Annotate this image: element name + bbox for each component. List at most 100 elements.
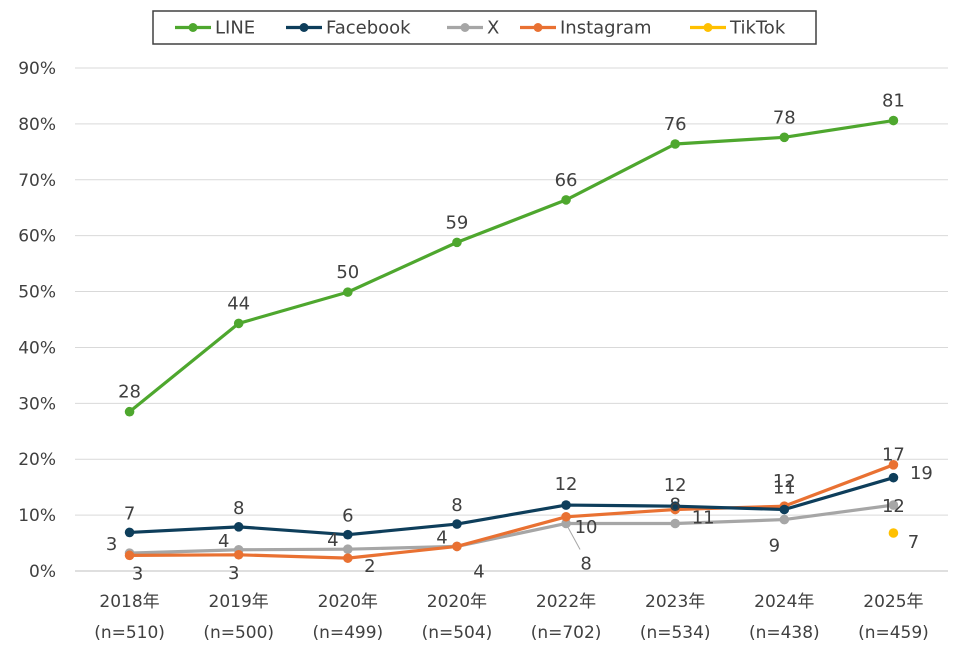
- y-tick-label: 70%: [18, 171, 56, 191]
- data-label-x: 4: [436, 527, 447, 548]
- data-point-x: [670, 518, 680, 529]
- data-label-facebook: 8: [451, 495, 462, 516]
- data-point-facebook: [343, 529, 353, 540]
- series-line-facebook: [129, 476, 894, 537]
- series-line-x: [129, 503, 894, 555]
- legend-label-x: X: [487, 18, 499, 39]
- y-tick-label: 10%: [18, 506, 56, 526]
- x-tick-label: 2022年: [536, 592, 596, 612]
- y-tick-label: 30%: [18, 394, 56, 414]
- data-label-facebook: 12: [664, 475, 687, 496]
- data-label-facebook: 17: [882, 445, 905, 466]
- legend-swatch-marker: [188, 23, 198, 32]
- legend-swatch-marker: [460, 23, 470, 32]
- x-tick-label: 2025年: [863, 592, 923, 612]
- legend-label-line: LINE: [215, 18, 255, 39]
- data-label-instagram: 11: [692, 508, 715, 529]
- data-label-instagram: 4: [473, 561, 484, 582]
- leader-line: [567, 527, 581, 550]
- data-point-facebook: [233, 522, 244, 532]
- x-tick-sublabel: (n=438): [749, 623, 820, 643]
- data-point-facebook: [888, 472, 899, 483]
- data-label-facebook: 12: [555, 474, 578, 495]
- legend-swatch-marker: [533, 23, 543, 32]
- y-tick-label: 20%: [18, 450, 56, 470]
- data-label-facebook: 8: [233, 498, 244, 519]
- data-label-line: 76: [664, 114, 687, 135]
- data-label-facebook: 7: [124, 503, 135, 524]
- y-tick-label: 0%: [29, 562, 56, 582]
- x-tick-label: 2018年: [99, 592, 159, 612]
- series-layer: [124, 115, 899, 563]
- data-label-x: 4: [327, 530, 338, 551]
- data-point-line: [452, 237, 462, 248]
- grid-layer: [75, 67, 948, 572]
- data-label-facebook: 6: [342, 506, 353, 527]
- data-point-facebook: [561, 500, 571, 510]
- data-point-instagram: [124, 550, 135, 561]
- y-tick-label: 40%: [18, 338, 56, 358]
- x-tick-sublabel: (n=499): [312, 623, 383, 643]
- data-label-line: 59: [445, 212, 468, 233]
- legend-swatch-marker: [299, 23, 309, 32]
- data-point-facebook: [670, 501, 680, 511]
- data-point-line: [670, 139, 680, 149]
- data-label-x: 3: [106, 534, 117, 555]
- data-label-facebook: 11: [773, 478, 796, 499]
- data-point-line: [233, 318, 244, 329]
- data-label-x: 8: [580, 553, 591, 574]
- data-point-line: [779, 132, 790, 143]
- legend: LINE Facebook X Instagram TikTok: [152, 10, 817, 45]
- data-label-x: 9: [769, 536, 780, 557]
- data-point-line: [124, 406, 135, 417]
- x-tick-sublabel: (n=459): [858, 623, 929, 643]
- data-label-x: 4: [218, 531, 229, 552]
- series-line-line: [128, 118, 894, 413]
- x-tick-sublabel: (n=504): [422, 623, 493, 643]
- data-point-line: [888, 115, 899, 126]
- data-label-line: 50: [336, 262, 359, 283]
- series-line-instagram: [129, 463, 895, 560]
- x-tick-label: 2020年: [427, 592, 487, 612]
- data-point-facebook: [452, 519, 462, 529]
- y-tick-label: 60%: [18, 227, 56, 247]
- legend-label-instagram: Instagram: [560, 18, 652, 39]
- data-point-facebook: [124, 527, 135, 538]
- data-point-line: [561, 195, 571, 205]
- x-tick-label: 2023年: [645, 592, 705, 612]
- legend-swatch-marker: [703, 23, 713, 32]
- data-point-instagram: [343, 553, 353, 563]
- data-point-facebook: [779, 504, 790, 515]
- data-point-instagram: [561, 511, 571, 522]
- data-label-instagram: 12: [773, 471, 796, 492]
- data-point-x: [561, 518, 571, 529]
- data-label-instagram: 2: [364, 556, 375, 577]
- data-label-instagram: 19: [910, 463, 933, 484]
- x-tick-label: 2019年: [209, 592, 269, 612]
- x-tick-label: 2020年: [318, 592, 378, 612]
- y-tick-label: 50%: [18, 283, 56, 303]
- x-tick-sublabel: (n=500): [203, 623, 274, 643]
- y-tick-label: 80%: [18, 115, 56, 135]
- data-point-tiktok: [888, 528, 899, 538]
- x-tick-sublabel: (n=534): [640, 623, 711, 643]
- data-point-instagram: [233, 549, 244, 560]
- data-label-instagram: 3: [228, 563, 239, 584]
- data-point-x: [343, 544, 353, 555]
- legend-label-facebook: Facebook: [326, 18, 411, 39]
- data-label-line: 66: [555, 170, 578, 191]
- data-label-line: 81: [882, 91, 905, 112]
- data-label-line: 44: [227, 293, 250, 314]
- data-point-instagram: [452, 541, 462, 552]
- data-point-x: [888, 500, 899, 510]
- axis-layer: 0% 10% 20% 30% 40% 50% 60% 70% 80% 90% 2018年 (n=510…: [18, 59, 929, 643]
- y-tick-label: 90%: [18, 59, 56, 79]
- data-point-instagram: [888, 460, 899, 470]
- data-label-x: 12: [882, 496, 905, 517]
- data-label-instagram: 3: [132, 563, 143, 584]
- x-tick-sublabel: (n=510): [94, 623, 165, 643]
- data-point-x: [779, 514, 790, 525]
